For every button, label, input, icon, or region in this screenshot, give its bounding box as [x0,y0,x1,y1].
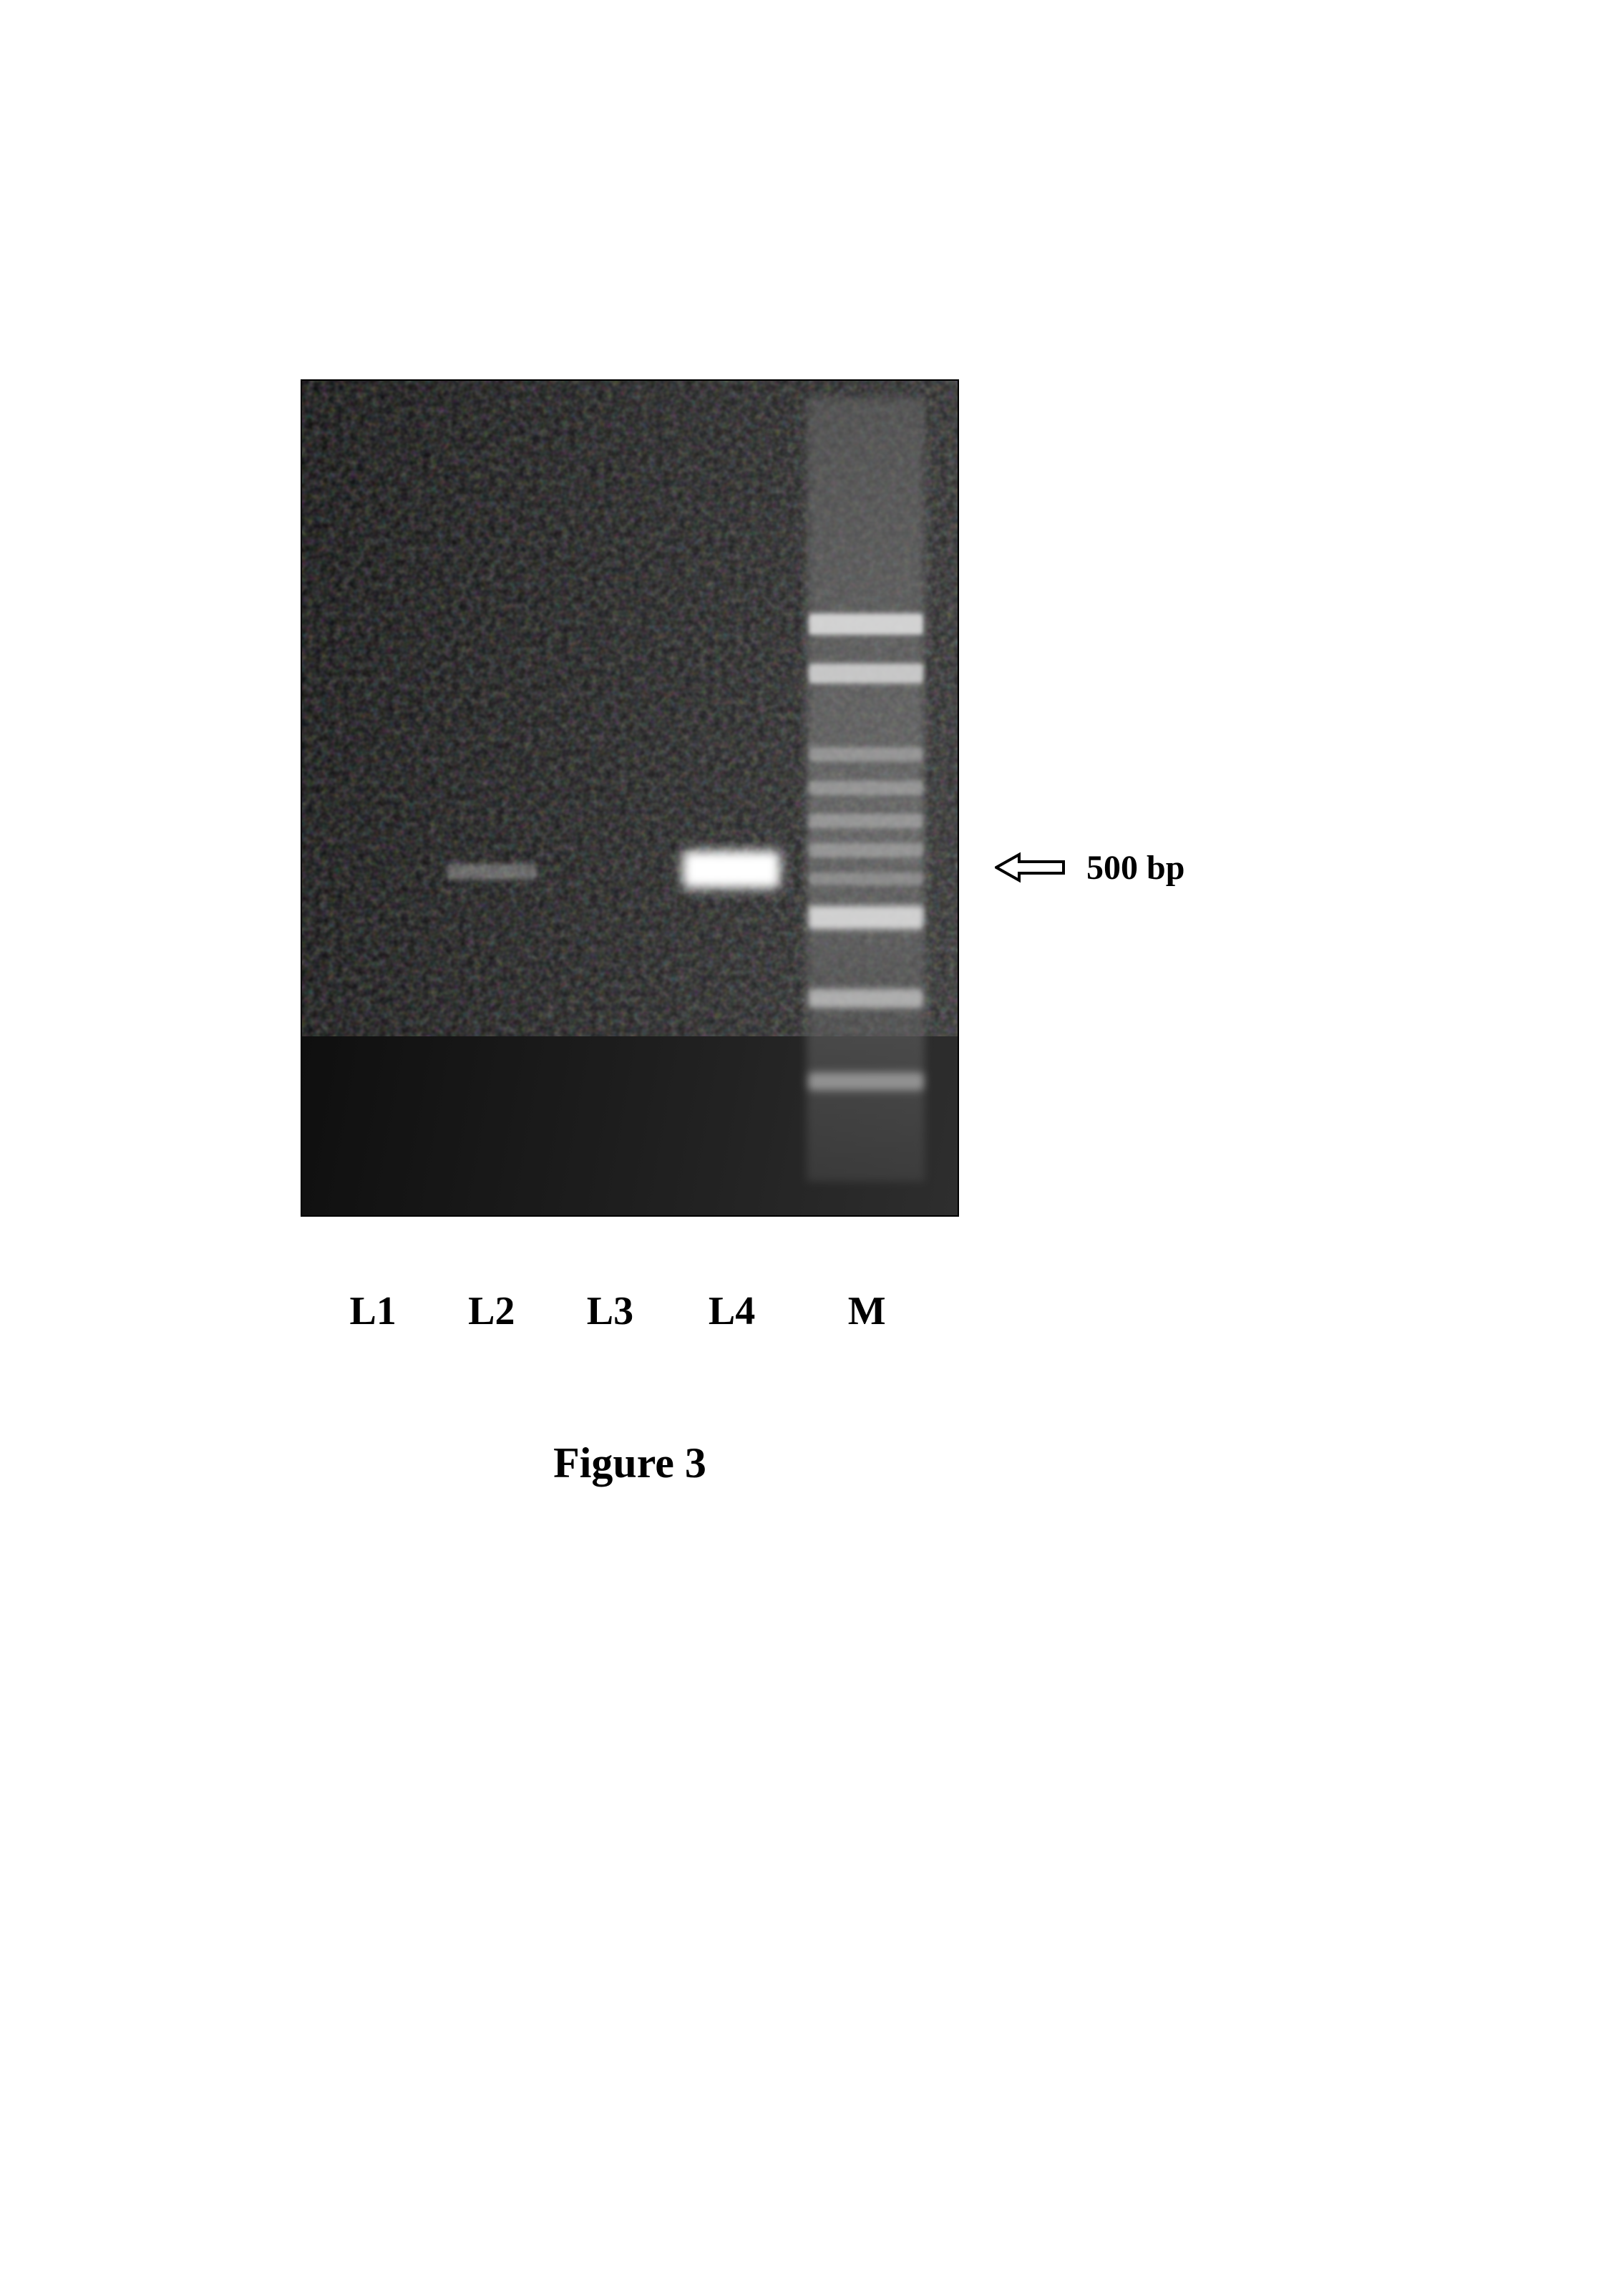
lane-L2 [447,381,538,1215]
lane-L3 [564,381,656,1215]
band-M-4 [809,814,923,827]
lane-label-L4: L4 [683,1288,782,1334]
lane-label-L1: L1 [327,1288,419,1334]
band-M-2 [809,748,923,761]
lane-label-L3: L3 [564,1288,656,1334]
band-M-9 [809,1074,923,1089]
gel-image [301,379,959,1217]
band-M-3 [809,782,923,794]
band-L2-0 [448,865,536,879]
band-M-6 [809,873,923,885]
figure-container: 500 bp L1 L2 L3 L4 M Figure 3 [301,379,1303,1488]
lane-labels-row: L1 L2 L3 L4 M [301,1288,959,1338]
band-M-5 [809,844,923,857]
bp-size-label: 500 bp [1086,848,1184,887]
band-M-7 [809,907,923,928]
lane-label-L2: L2 [445,1288,537,1334]
lane-L4 [682,381,780,1215]
band-M-8 [809,990,923,1007]
band-M-0 [809,614,923,634]
gel-wrapper: 500 bp [301,379,1303,1217]
lane-M [807,381,925,1215]
figure-caption: Figure 3 [301,1439,959,1488]
band-L4-0 [684,852,779,887]
arrow-left-icon [995,850,1066,885]
lane-L1 [329,381,420,1215]
lane-label-M: M [807,1288,926,1334]
size-annotation: 500 bp [995,848,1184,887]
band-M-1 [809,664,923,683]
